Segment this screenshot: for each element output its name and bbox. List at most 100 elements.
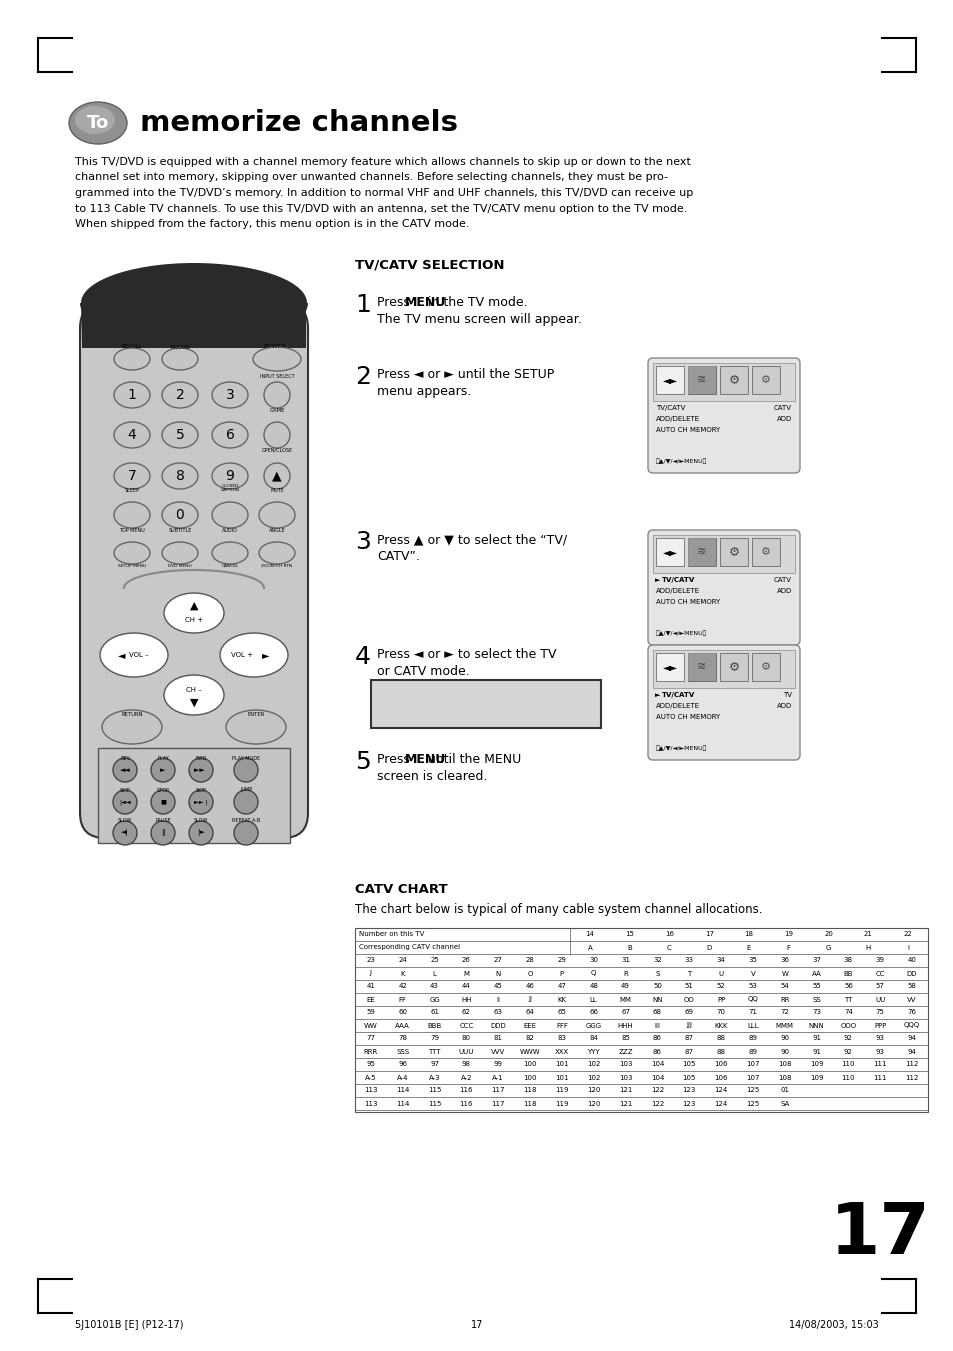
Text: 16: 16 [664,931,673,938]
Text: 76: 76 [906,1009,916,1016]
Text: 26: 26 [461,958,471,963]
Text: in the TV mode.: in the TV mode. [423,296,527,309]
Text: AUTO CH MEMORY: AUTO CH MEMORY [656,598,720,605]
Circle shape [112,790,137,815]
Text: DDD: DDD [490,1023,506,1028]
Text: ▲: ▲ [190,601,198,611]
Ellipse shape [162,542,198,563]
Text: CATV: CATV [773,577,791,584]
Ellipse shape [162,382,198,408]
FancyBboxPatch shape [656,366,683,394]
Ellipse shape [113,463,150,489]
Text: A-2: A-2 [460,1074,472,1081]
Text: CH +: CH + [185,617,203,623]
Text: ▼: ▼ [190,698,198,708]
Text: 101: 101 [555,1062,568,1067]
Ellipse shape [162,503,198,528]
Text: QQ: QQ [747,997,758,1002]
Text: HHH: HHH [617,1023,633,1028]
Text: KK: KK [557,997,566,1002]
Text: 45: 45 [494,984,502,989]
Text: 7: 7 [128,469,136,484]
Text: PP: PP [717,997,724,1002]
Text: 86: 86 [652,1048,661,1055]
Text: TV/CATV: TV/CATV [661,692,695,698]
Text: 116: 116 [459,1101,473,1106]
Text: 56: 56 [843,984,852,989]
Text: 103: 103 [618,1062,632,1067]
Text: ◄►: ◄► [661,547,677,557]
Text: 94: 94 [906,1035,916,1042]
Text: ADD/DELETE: ADD/DELETE [656,416,700,422]
Text: 106: 106 [714,1062,727,1067]
Text: MENU: MENU [405,753,446,766]
Text: 17: 17 [829,1201,929,1270]
Text: 91: 91 [811,1048,821,1055]
Text: 90: 90 [780,1035,788,1042]
Text: 84: 84 [589,1035,598,1042]
Text: 14: 14 [585,931,594,938]
Text: CATV - CABLE TV channels: CATV - CABLE TV channels [378,700,575,713]
Text: OPEN/CLOSE: OPEN/CLOSE [261,447,293,453]
Text: memorize channels: memorize channels [130,109,457,136]
Text: This TV/DVD is equipped with a channel memory feature which allows channels to s: This TV/DVD is equipped with a channel m… [75,157,690,168]
Text: |►: |► [197,830,205,836]
Text: 44: 44 [461,984,470,989]
Text: A: A [587,944,592,951]
Text: TV/CATV SELECTION: TV/CATV SELECTION [355,258,504,272]
Text: CC: CC [875,970,884,977]
Text: ADD: ADD [776,416,791,422]
FancyBboxPatch shape [687,653,716,681]
Text: 107: 107 [745,1062,759,1067]
Text: 100: 100 [523,1062,537,1067]
FancyBboxPatch shape [751,653,780,681]
Text: 111: 111 [873,1074,886,1081]
Text: ZOOM/CH RTN: ZOOM/CH RTN [261,563,293,567]
Text: CH –: CH – [186,688,202,693]
Text: 48: 48 [589,984,598,989]
Text: M: M [463,970,469,977]
FancyBboxPatch shape [751,366,780,394]
Text: TV/CATV: TV/CATV [661,577,695,584]
Text: 60: 60 [397,1009,407,1016]
Text: To: To [87,113,109,132]
Text: ◄|: ◄| [121,830,129,836]
Text: ►►: ►► [194,767,208,773]
Ellipse shape [162,349,198,370]
Text: LLL: LLL [746,1023,758,1028]
FancyBboxPatch shape [82,303,306,349]
Text: The TV menu screen will appear.: The TV menu screen will appear. [376,313,581,326]
Text: ZZZ: ZZZ [618,1048,632,1055]
Text: ADD/DELETE: ADD/DELETE [656,703,700,709]
Text: R: R [622,970,627,977]
Text: ►: ► [655,577,659,584]
Text: 6: 6 [225,428,234,442]
FancyBboxPatch shape [652,363,794,401]
Text: 110: 110 [841,1062,854,1067]
Text: 17: 17 [704,931,713,938]
Text: 106: 106 [714,1074,727,1081]
Text: 27: 27 [494,958,502,963]
Text: ⚙: ⚙ [760,376,770,385]
Text: C: C [666,944,671,951]
Text: ◄►: ◄► [661,376,677,385]
Text: TTT: TTT [428,1048,440,1055]
Text: 50: 50 [652,984,661,989]
Text: TV: TV [782,692,791,698]
Text: AA: AA [811,970,821,977]
Text: 112: 112 [904,1062,918,1067]
Text: 18: 18 [743,931,753,938]
Text: 33: 33 [684,958,693,963]
Text: VVV: VVV [491,1048,505,1055]
FancyBboxPatch shape [720,653,747,681]
Text: CATV: CATV [773,405,791,411]
Text: 88: 88 [716,1048,725,1055]
Text: 53: 53 [748,984,757,989]
Text: WWW: WWW [519,1048,539,1055]
Text: 89: 89 [748,1035,757,1042]
Text: 5: 5 [355,750,371,774]
Text: 114: 114 [395,1088,409,1093]
Text: ►► |: ►► | [194,800,208,805]
Ellipse shape [212,503,248,528]
Text: ADD/DELETE: ADD/DELETE [656,588,700,594]
